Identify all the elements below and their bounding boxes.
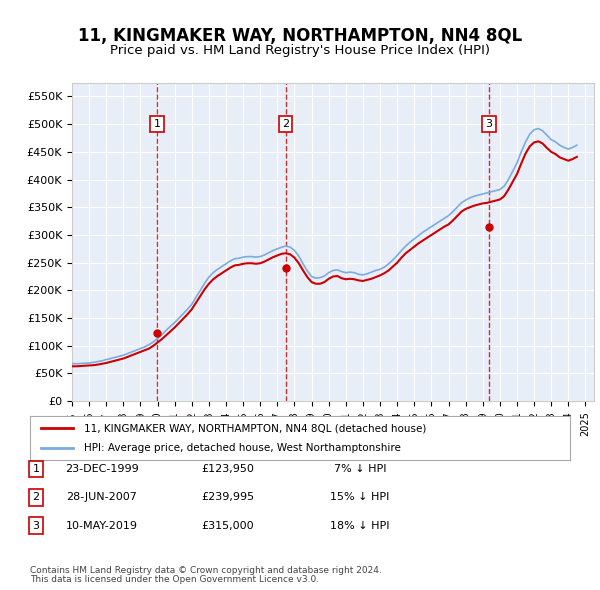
Text: 1: 1: [32, 464, 40, 474]
Text: 11, KINGMAKER WAY, NORTHAMPTON, NN4 8QL (detached house): 11, KINGMAKER WAY, NORTHAMPTON, NN4 8QL …: [84, 424, 427, 433]
Text: 3: 3: [32, 521, 40, 530]
Text: 1: 1: [154, 119, 160, 129]
Text: 3: 3: [485, 119, 493, 129]
Text: £315,000: £315,000: [202, 521, 254, 530]
Text: 18% ↓ HPI: 18% ↓ HPI: [330, 521, 390, 530]
Text: 11, KINGMAKER WAY, NORTHAMPTON, NN4 8QL: 11, KINGMAKER WAY, NORTHAMPTON, NN4 8QL: [78, 27, 522, 45]
Text: HPI: Average price, detached house, West Northamptonshire: HPI: Average price, detached house, West…: [84, 443, 401, 453]
Text: £123,950: £123,950: [202, 464, 254, 474]
Text: 23-DEC-1999: 23-DEC-1999: [65, 464, 139, 474]
Text: £239,995: £239,995: [202, 493, 254, 502]
Text: 2: 2: [32, 493, 40, 502]
Text: 2: 2: [282, 119, 289, 129]
Text: 28-JUN-2007: 28-JUN-2007: [67, 493, 137, 502]
Text: 7% ↓ HPI: 7% ↓ HPI: [334, 464, 386, 474]
Text: Contains HM Land Registry data © Crown copyright and database right 2024.: Contains HM Land Registry data © Crown c…: [30, 566, 382, 575]
Text: 15% ↓ HPI: 15% ↓ HPI: [331, 493, 389, 502]
Text: 10-MAY-2019: 10-MAY-2019: [66, 521, 138, 530]
Text: Price paid vs. HM Land Registry's House Price Index (HPI): Price paid vs. HM Land Registry's House …: [110, 44, 490, 57]
Text: This data is licensed under the Open Government Licence v3.0.: This data is licensed under the Open Gov…: [30, 575, 319, 584]
